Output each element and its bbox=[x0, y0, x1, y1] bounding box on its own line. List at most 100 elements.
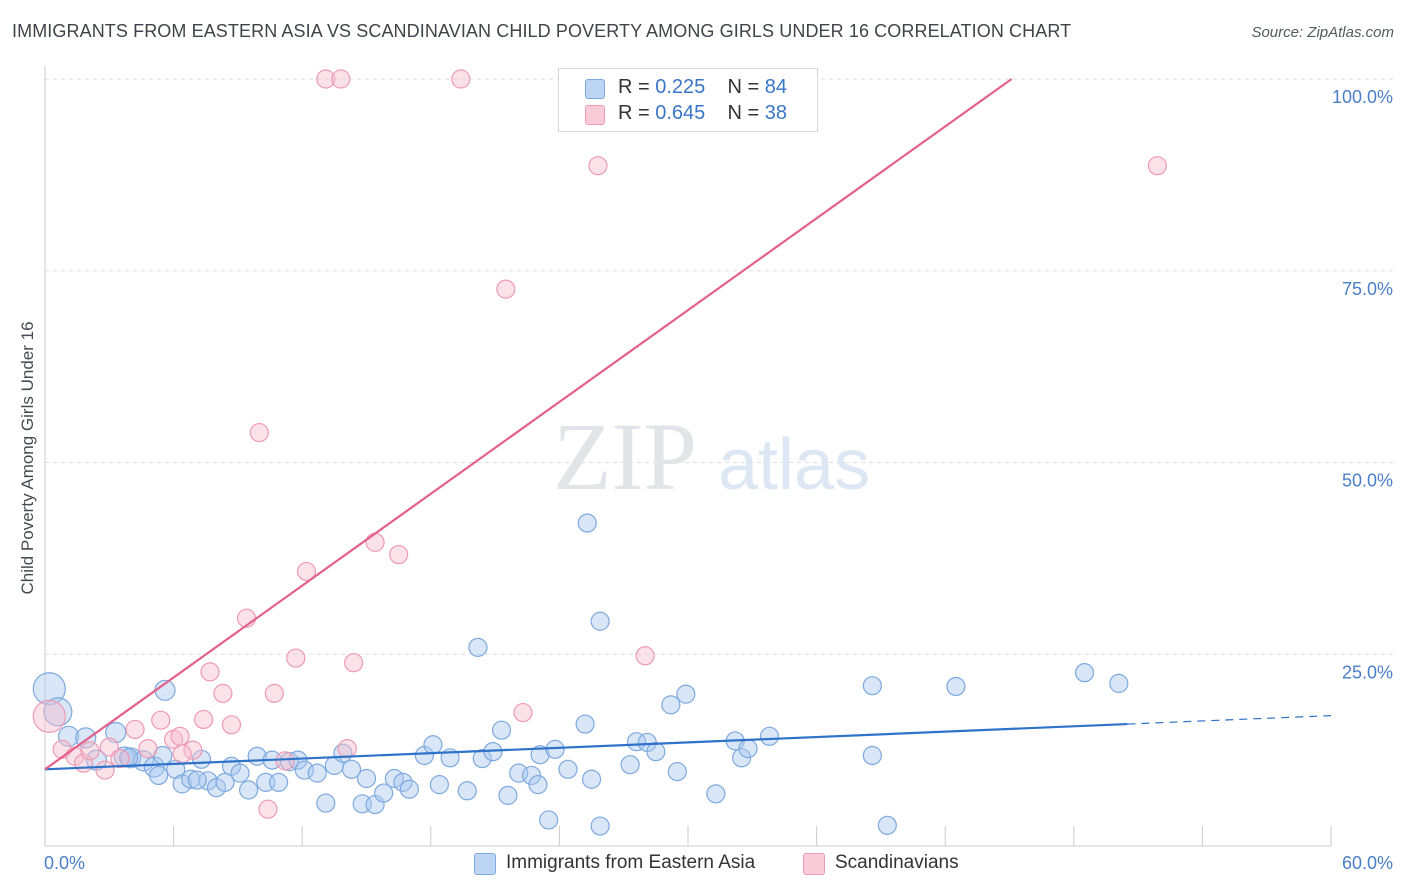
data-point-immigrants bbox=[862, 745, 882, 766]
data-point-immigrants bbox=[661, 695, 681, 715]
data-point-scandinavians bbox=[264, 683, 284, 703]
tick-labels: 25.0% 50.0% 75.0% 100.0% 0.0% 60.0% bbox=[44, 87, 1393, 873]
legend-r-value: 0.225 bbox=[655, 76, 706, 98]
data-point-scandinavians bbox=[496, 279, 516, 299]
y-tick-label: 25.0% bbox=[1342, 662, 1393, 682]
data-point-immigrants bbox=[399, 779, 419, 799]
data-point-immigrants bbox=[530, 745, 550, 765]
legend-n-label: N = bbox=[727, 76, 760, 98]
data-point-immigrants bbox=[498, 785, 518, 805]
data-point-immigrants bbox=[1074, 663, 1095, 683]
data-point-scandinavians bbox=[513, 702, 533, 723]
data-point-immigrants bbox=[575, 714, 595, 734]
data-point-immigrants bbox=[341, 759, 362, 779]
data-point-immigrants bbox=[491, 720, 512, 740]
y-tick-label: 50.0% bbox=[1342, 471, 1393, 491]
legend-r-value: 0.645 bbox=[655, 102, 706, 124]
data-point-scandinavians bbox=[275, 751, 295, 771]
data-point-immigrants bbox=[558, 759, 578, 779]
data-point-immigrants bbox=[581, 769, 602, 789]
data-point-immigrants bbox=[181, 769, 201, 789]
series-immigrants-points bbox=[32, 513, 1129, 836]
data-point-immigrants bbox=[539, 810, 559, 830]
data-point-scandinavians bbox=[80, 741, 100, 761]
data-point-immigrants bbox=[468, 637, 488, 657]
data-point-immigrants bbox=[862, 676, 882, 696]
data-point-immigrants bbox=[172, 774, 192, 794]
data-point-immigrants bbox=[1109, 673, 1129, 693]
trend-layer bbox=[44, 78, 1332, 771]
data-point-scandinavians bbox=[200, 662, 220, 682]
y-tick-label: 75.0% bbox=[1342, 279, 1393, 299]
bottom-legend-swatch-pink bbox=[803, 853, 825, 875]
data-point-immigrants bbox=[706, 784, 726, 804]
data-point-scandinavians bbox=[344, 653, 364, 673]
data-point-immigrants bbox=[738, 738, 758, 759]
legend-n-value: 84 bbox=[764, 76, 788, 98]
data-point-scandinavians bbox=[451, 69, 471, 89]
data-point-scandinavians bbox=[221, 715, 242, 735]
data-point-immigrants bbox=[457, 781, 477, 801]
legend-r-label: R = bbox=[618, 102, 650, 124]
data-point-immigrants bbox=[269, 772, 289, 792]
bottom-legend-swatch-blue bbox=[474, 853, 496, 875]
data-point-immigrants bbox=[148, 765, 169, 786]
data-point-immigrants bbox=[57, 725, 80, 747]
legend-n-label: N = bbox=[727, 102, 760, 124]
data-point-immigrants bbox=[472, 748, 492, 769]
data-point-scandinavians bbox=[194, 709, 214, 730]
data-point-scandinavians bbox=[331, 69, 351, 89]
grid-layer bbox=[45, 78, 1394, 655]
data-point-scandinavians bbox=[296, 561, 317, 582]
data-point-immigrants bbox=[528, 775, 548, 795]
data-point-scandinavians bbox=[588, 156, 608, 176]
data-point-immigrants bbox=[316, 793, 336, 813]
data-point-immigrants bbox=[423, 735, 443, 755]
legend-r-label: R = bbox=[618, 76, 650, 98]
chart-title: IMMIGRANTS FROM EASTERN ASIA VS SCANDINA… bbox=[12, 21, 1072, 41]
watermark-zip: ZIP bbox=[553, 403, 697, 510]
data-point-scandinavians bbox=[125, 719, 145, 740]
data-point-scandinavians bbox=[365, 532, 385, 552]
data-point-scandinavians bbox=[110, 748, 130, 769]
data-point-scandinavians bbox=[138, 738, 158, 759]
bottom-legend-label: Immigrants from Eastern Asia bbox=[506, 852, 756, 873]
data-point-scandinavians bbox=[95, 760, 115, 780]
x-tick-label: 0.0% bbox=[44, 853, 85, 873]
source-label: Source: ZipAtlas.com bbox=[1251, 24, 1394, 41]
data-point-immigrants bbox=[676, 684, 696, 704]
legend-swatch-pink bbox=[585, 105, 605, 125]
data-point-immigrants bbox=[590, 816, 610, 836]
trend-line-immigrants-extension bbox=[1127, 715, 1332, 725]
data-point-immigrants bbox=[374, 783, 394, 803]
data-point-immigrants bbox=[307, 763, 327, 783]
y-axis-label: Child Poverty Among Girls Under 16 bbox=[18, 321, 37, 594]
data-point-scandinavians bbox=[32, 699, 66, 733]
data-point-scandinavians bbox=[170, 726, 190, 746]
data-point-immigrants bbox=[626, 732, 647, 752]
trend-line-immigrants bbox=[44, 722, 1128, 771]
data-point-scandinavians bbox=[249, 422, 269, 443]
watermark-atlas: atlas bbox=[718, 425, 870, 505]
data-point-immigrants bbox=[590, 611, 610, 631]
data-point-scandinavians bbox=[172, 744, 192, 764]
data-point-scandinavians bbox=[635, 646, 655, 666]
legend-swatch-blue bbox=[585, 79, 605, 99]
bottom-legend-label: Scandinavians bbox=[835, 852, 959, 873]
data-point-scandinavians bbox=[337, 738, 357, 759]
data-point-scandinavians bbox=[389, 544, 409, 565]
data-point-immigrants bbox=[429, 775, 449, 795]
data-point-scandinavians bbox=[1147, 156, 1167, 176]
data-point-immigrants bbox=[646, 742, 666, 762]
trend-line-scandinavians bbox=[44, 78, 1013, 771]
data-point-immigrants bbox=[187, 770, 207, 790]
data-point-immigrants bbox=[759, 726, 780, 746]
data-point-immigrants bbox=[239, 780, 259, 800]
y-tick-label: 100.0% bbox=[1332, 87, 1393, 107]
data-point-immigrants bbox=[545, 739, 565, 759]
x-tick-label: 60.0% bbox=[1342, 853, 1393, 873]
data-point-immigrants bbox=[230, 763, 250, 783]
legend: R = 0.225 N = 84 R = 0.645 N = 38 bbox=[558, 68, 818, 132]
data-point-scandinavians bbox=[183, 740, 203, 760]
